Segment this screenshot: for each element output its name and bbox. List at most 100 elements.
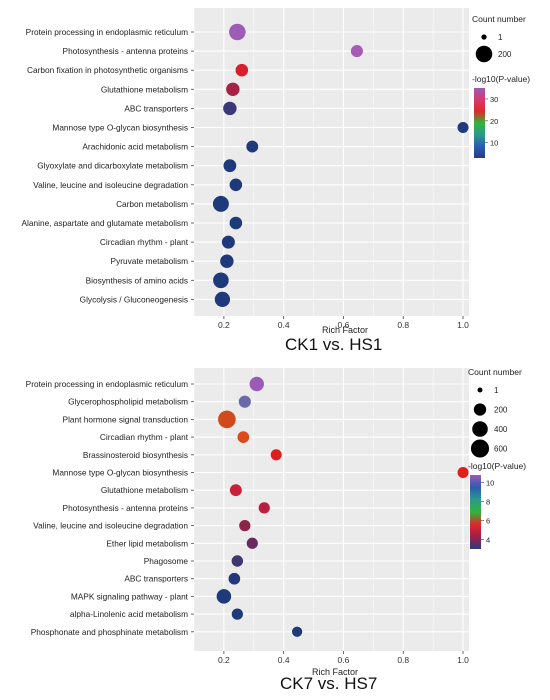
term-label: Circadian rhythm - plant	[100, 237, 189, 247]
color-scale-label: 8	[486, 498, 490, 507]
term-label: ABC transporters	[124, 103, 188, 113]
x-axis-label: Rich Factor	[322, 325, 368, 335]
data-point	[231, 608, 243, 620]
color-legend-title: -log10(P-value)	[468, 461, 526, 471]
x-tick-label: 1.0	[457, 655, 469, 665]
term-label: Carbon metabolism	[116, 199, 188, 209]
data-point	[216, 589, 232, 604]
color-scale-label: 30	[490, 95, 498, 104]
size-legend-label: 200	[498, 50, 512, 59]
term-label: Valine, leucine and isoleucine degradati…	[33, 180, 188, 190]
data-point	[220, 254, 234, 268]
x-axis-label: Rich Factor	[312, 667, 358, 677]
color-legend-title: -log10(P-value)	[472, 74, 530, 84]
x-tick-label: 0.8	[397, 320, 409, 330]
size-legend-label: 600	[494, 445, 508, 454]
data-point	[249, 376, 264, 392]
term-label: Phagosome	[144, 556, 189, 566]
x-tick-label: 1.0	[457, 320, 469, 330]
term-label: Pyruvate metabolism	[111, 256, 189, 266]
data-point	[221, 235, 235, 249]
data-point	[246, 537, 258, 549]
x-tick-label: 0.2	[218, 320, 230, 330]
size-legend-label: 400	[494, 425, 508, 434]
x-tick-label: 0.6	[338, 320, 350, 330]
data-point	[238, 395, 251, 408]
data-point	[291, 626, 303, 637]
data-point	[226, 82, 240, 97]
term-label: Mannose type O-glycan biosynthesis	[52, 123, 188, 133]
term-label: Glyoxylate and dicarboxylate metabolism	[37, 161, 188, 171]
term-label: Brassinosteroid biosynthesis	[83, 450, 188, 460]
data-point	[239, 519, 251, 532]
size-legend-title: Count number	[472, 14, 526, 24]
plot-panel	[194, 8, 469, 316]
x-tick-label: 0.4	[278, 320, 290, 330]
term-label: Carbon fixation in photosynthetic organi…	[27, 65, 188, 75]
x-tick-label: 0.8	[397, 655, 409, 665]
data-point	[258, 502, 270, 514]
color-scale-label: 6	[486, 517, 490, 526]
term-label: MAPK signaling pathway - plant	[71, 591, 189, 601]
color-scale-bar	[470, 475, 481, 549]
term-label: Photosynthesis - antenna proteins	[63, 46, 188, 56]
x-tick-label: 0.6	[338, 655, 350, 665]
data-point	[228, 572, 241, 585]
term-label: ABC transporters	[124, 574, 188, 584]
data-point	[270, 449, 282, 461]
term-label: Protein processing in endoplasmic reticu…	[26, 27, 188, 37]
bubble-chart-ck7-hs7: Protein processing in endoplasmic reticu…	[26, 367, 527, 677]
term-label: alpha-Linolenic acid metabolism	[70, 609, 188, 619]
size-legend-label: 1	[498, 33, 503, 42]
data-point	[213, 272, 229, 289]
size-legend-swatch	[475, 45, 493, 63]
size-legend-swatch	[470, 439, 490, 458]
term-label: Glutathione metabolism	[101, 84, 188, 94]
color-scale-label: 4	[486, 536, 490, 545]
term-label: Ether lipid metabolism	[106, 538, 188, 548]
size-legend-swatch	[477, 387, 483, 393]
term-label: Protein processing in endoplasmic reticu…	[26, 379, 188, 389]
chart-title-ck1-hs1: CK1 vs. HS1	[285, 335, 383, 354]
plot-panel	[194, 368, 469, 651]
term-label: Circadian rhythm - plant	[100, 432, 189, 442]
data-point	[457, 466, 469, 479]
size-legend-swatch	[473, 403, 487, 416]
data-point	[214, 291, 231, 308]
term-label: Photosynthesis - antenna proteins	[63, 503, 188, 513]
data-point	[229, 178, 243, 192]
term-label: Arachidonic acid metabolism	[82, 142, 188, 152]
data-point	[350, 45, 363, 58]
term-label: Glutathione metabolism	[101, 485, 188, 495]
x-tick-label: 0.2	[218, 655, 230, 665]
x-tick-label: 0.4	[278, 655, 290, 665]
term-label: Valine, leucine and isoleucine degradati…	[33, 521, 188, 531]
term-label: Phosphonate and phosphinate metabolism	[31, 627, 188, 637]
data-point	[223, 159, 237, 173]
term-label: Glycerophospholipid metabolism	[68, 397, 188, 407]
data-point	[223, 101, 237, 116]
term-label: Biosynthesis of amino acids	[86, 275, 188, 285]
bubble-chart-ck1-hs1: Protein processing in endoplasmic reticu…	[22, 8, 530, 335]
data-point	[212, 195, 229, 212]
size-legend-label: 1	[494, 386, 499, 395]
data-point	[237, 431, 250, 443]
term-label: Alanine, aspartate and glutamate metabol…	[22, 218, 189, 228]
term-label: Mannose type O-glycan biosynthesis	[52, 468, 188, 478]
size-legend-swatch	[472, 421, 488, 437]
chart-title-ck7-hs7: CK7 vs. HS7	[280, 674, 378, 693]
data-point	[235, 63, 249, 77]
color-scale-bar	[474, 88, 485, 158]
data-point	[229, 484, 242, 497]
data-point	[229, 23, 246, 41]
data-point	[229, 216, 243, 230]
term-label: Glycolysis / Gluconeogenesis	[80, 294, 188, 304]
size-legend-title: Count number	[468, 367, 522, 377]
size-legend-swatch	[481, 34, 487, 40]
color-scale-label: 20	[490, 117, 498, 126]
term-label: Plant hormone signal transduction	[63, 414, 189, 424]
color-scale-label: 10	[486, 479, 494, 488]
data-point	[457, 121, 469, 134]
data-point	[246, 140, 259, 153]
